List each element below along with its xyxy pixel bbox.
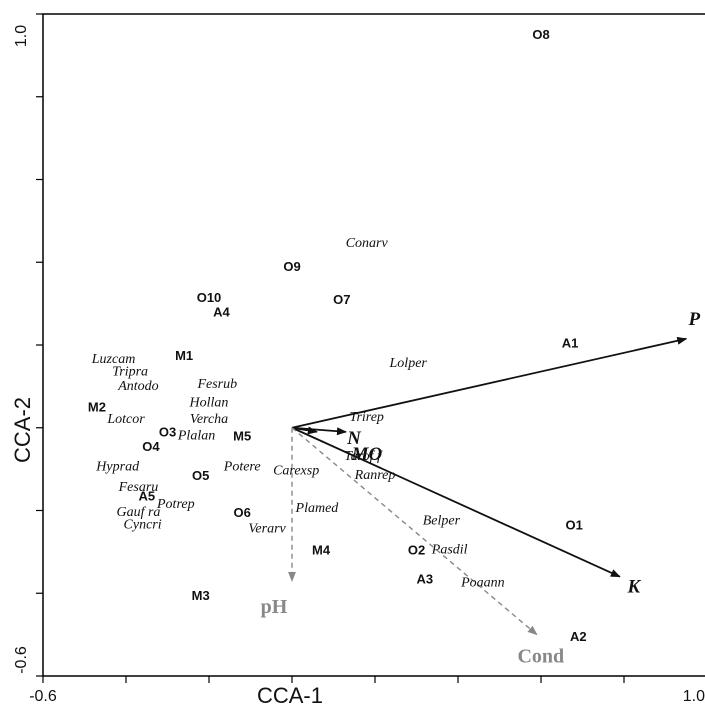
species-label: Poaann [460, 575, 505, 590]
species-label: Fesaru [118, 480, 159, 495]
site-label: M4 [312, 542, 331, 557]
site-label: O10 [197, 290, 222, 305]
species-label: Tarof f [344, 449, 383, 464]
species-label: Luzcam [91, 352, 136, 367]
y-tick-label: -0.6 [13, 646, 30, 674]
species-label: Gauf ra [116, 505, 160, 520]
species-label: Plalan [177, 429, 215, 444]
plot-frame [42, 13, 705, 677]
vector-arrow-cond [291, 427, 538, 636]
species-label: Tripra [112, 364, 148, 379]
species-label: Hollan [189, 395, 229, 410]
site-label: M5 [233, 429, 251, 444]
vector-arrow-mo [291, 426, 318, 435]
species-label: Trirep [349, 410, 384, 425]
species-label: Conarv [346, 236, 389, 251]
species-label: Lolper [389, 356, 428, 371]
site-label: A4 [213, 304, 230, 319]
site-label: A1 [562, 335, 579, 350]
vector-label-p: P [687, 309, 700, 330]
vector-label-n: N [346, 428, 362, 449]
species-label: Carexsp [273, 464, 319, 479]
vector-label-ph: pH [261, 596, 288, 618]
site-label: O9 [283, 259, 300, 274]
site-label: A5 [138, 489, 155, 504]
site-label: A2 [570, 629, 587, 644]
vector-label-cond: Cond [517, 646, 564, 668]
y-axis-label: CCA-2 [10, 397, 35, 463]
site-label: O7 [333, 292, 350, 307]
site-label: O8 [532, 27, 549, 42]
site-label: O2 [408, 542, 425, 557]
species-label: Lotcor [106, 412, 145, 427]
y-tick-label: 1.0 [13, 25, 30, 47]
x-axis-label: CCA-1 [257, 683, 323, 708]
vector-label-k: K [627, 577, 642, 598]
species-label: Potrep [156, 497, 195, 512]
species-label: Ranrep [354, 468, 396, 483]
site-label: M3 [192, 588, 210, 603]
species-label: Vercha [190, 412, 228, 427]
species-label: Hyprad [95, 460, 140, 475]
vector-arrow-p [291, 336, 688, 429]
x-tick-label: 1.0 [683, 688, 705, 705]
site-label: O1 [566, 517, 583, 532]
site-label: O6 [234, 505, 251, 520]
vector-label-mo: MO [351, 444, 383, 465]
species-label: Cyncri [124, 517, 162, 532]
axis-ticks: -0.6 1.0 1.0 -0.6 [13, 13, 705, 705]
site-label: M2 [88, 400, 106, 415]
site-label: O5 [192, 468, 209, 483]
environmental-vectors: P K NMO pH Cond [261, 309, 701, 668]
species-label: Verarv [248, 522, 286, 537]
site-label: M1 [175, 348, 193, 363]
species-label: Antodo [117, 379, 158, 394]
site-label: O4 [142, 439, 160, 454]
species-label: Fesrub [196, 377, 237, 392]
site-label: O3 [159, 424, 176, 439]
vector-arrow-k [291, 426, 621, 578]
site-label: A3 [416, 571, 433, 586]
species-label: Pasdil [431, 542, 468, 557]
x-tick-label: -0.6 [29, 688, 57, 705]
species-label: Belper [423, 513, 461, 528]
species-label: Potere [223, 460, 261, 475]
species-label: Plamed [295, 501, 340, 516]
